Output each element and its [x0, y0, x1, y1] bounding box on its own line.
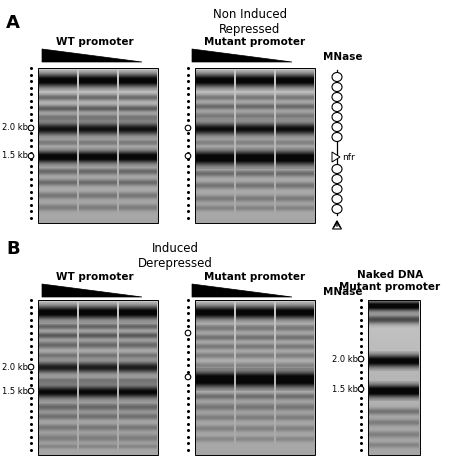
- Ellipse shape: [185, 330, 191, 336]
- Text: Mutant promoter: Mutant promoter: [204, 37, 306, 47]
- Text: 2.0 kb: 2.0 kb: [2, 124, 28, 132]
- Ellipse shape: [28, 125, 34, 131]
- Ellipse shape: [332, 205, 342, 213]
- Bar: [195, 68, 315, 223]
- Ellipse shape: [28, 388, 34, 394]
- Bar: [368, 300, 420, 455]
- Polygon shape: [192, 284, 292, 297]
- Text: Naked DNA: Naked DNA: [357, 270, 423, 280]
- Text: A: A: [6, 14, 20, 32]
- Ellipse shape: [28, 364, 34, 370]
- Text: B: B: [6, 240, 19, 258]
- Text: nfr: nfr: [342, 153, 355, 162]
- Ellipse shape: [332, 122, 342, 131]
- Ellipse shape: [332, 195, 342, 203]
- FancyArrow shape: [332, 221, 341, 229]
- Bar: [38, 68, 158, 223]
- Text: 1.5 kb: 1.5 kb: [2, 152, 28, 160]
- Ellipse shape: [28, 153, 34, 159]
- Text: MNase: MNase: [323, 287, 363, 297]
- Text: Non Induced
Repressed: Non Induced Repressed: [213, 8, 287, 36]
- Ellipse shape: [185, 374, 191, 380]
- Ellipse shape: [332, 82, 342, 92]
- Ellipse shape: [358, 356, 364, 362]
- Ellipse shape: [332, 132, 342, 142]
- Bar: [195, 300, 315, 455]
- Ellipse shape: [332, 72, 342, 82]
- Polygon shape: [42, 284, 142, 297]
- Text: Induced
Derepressed: Induced Derepressed: [137, 242, 212, 270]
- Text: Mutant promoter: Mutant promoter: [204, 272, 306, 282]
- Text: 1.5 kb: 1.5 kb: [2, 387, 28, 396]
- Text: 2.0 kb: 2.0 kb: [332, 354, 358, 364]
- Ellipse shape: [332, 93, 342, 102]
- Ellipse shape: [332, 113, 342, 121]
- Text: WT promoter: WT promoter: [56, 272, 134, 282]
- Ellipse shape: [185, 125, 191, 131]
- Polygon shape: [332, 152, 340, 162]
- Polygon shape: [42, 49, 142, 62]
- Text: MNase: MNase: [323, 52, 363, 62]
- Bar: [38, 300, 158, 455]
- Ellipse shape: [332, 103, 342, 111]
- Polygon shape: [192, 49, 292, 62]
- Text: 2.0 kb: 2.0 kb: [2, 362, 28, 371]
- Text: WT promoter: WT promoter: [56, 37, 134, 47]
- Ellipse shape: [332, 164, 342, 174]
- Ellipse shape: [185, 153, 191, 159]
- Ellipse shape: [332, 174, 342, 184]
- Ellipse shape: [332, 185, 342, 193]
- Text: Mutant promoter: Mutant promoter: [339, 282, 440, 292]
- Text: 1.5 kb: 1.5 kb: [332, 385, 358, 393]
- Ellipse shape: [358, 386, 364, 392]
